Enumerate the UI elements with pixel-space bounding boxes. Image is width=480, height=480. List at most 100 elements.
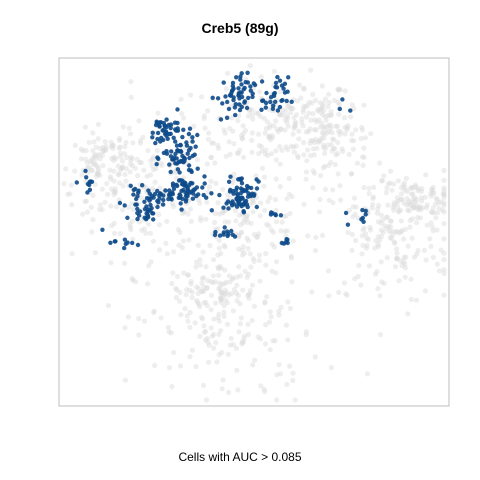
- highlighted-cell-point: [128, 183, 133, 188]
- background-cell-point: [216, 331, 222, 337]
- background-cell-point: [223, 297, 229, 303]
- background-cell-point: [273, 207, 279, 213]
- background-cell-point: [364, 235, 370, 241]
- background-cell-point: [257, 113, 263, 120]
- background-cell-point: [259, 144, 265, 150]
- background-cell-point: [121, 260, 128, 266]
- background-cell-point: [257, 213, 263, 219]
- background-cell-point: [401, 200, 407, 206]
- background-cell-point: [236, 246, 242, 252]
- background-cell-point: [277, 144, 283, 150]
- background-cell-point: [174, 273, 181, 280]
- background-cell-point: [402, 226, 408, 232]
- background-cell-point: [336, 289, 342, 295]
- highlighted-cell-point: [239, 90, 244, 95]
- background-cell-point: [441, 187, 447, 194]
- background-cell-point: [216, 272, 222, 278]
- highlighted-cell-point: [136, 213, 142, 218]
- background-cell-point: [318, 109, 324, 115]
- background-cell-point: [261, 386, 267, 392]
- background-cell-point: [149, 186, 156, 192]
- background-cell-point: [380, 229, 386, 235]
- background-cell-point: [67, 191, 73, 197]
- background-cell-point: [149, 163, 155, 169]
- highlighted-cell-point: [270, 106, 276, 112]
- highlighted-cell-point: [181, 127, 186, 132]
- background-cell-point: [257, 278, 263, 284]
- background-cell-point: [417, 204, 423, 210]
- highlighted-cell-point: [185, 193, 190, 199]
- highlighted-cell-point: [273, 80, 279, 86]
- background-cell-point: [238, 315, 244, 321]
- background-cell-point: [300, 123, 306, 129]
- background-cell-point: [292, 119, 298, 125]
- background-cell-point: [102, 147, 108, 153]
- background-cell-point: [204, 161, 210, 167]
- highlighted-cell-point: [151, 211, 156, 216]
- background-cell-point: [349, 231, 355, 238]
- background-cell-point: [288, 109, 294, 116]
- background-cell-point: [90, 148, 96, 154]
- background-cell-point: [267, 137, 273, 143]
- background-cell-point: [349, 102, 355, 108]
- highlighted-cell-point: [245, 204, 250, 210]
- highlighted-cell-point: [289, 99, 294, 105]
- background-cell-point: [402, 274, 408, 280]
- background-cell-point: [308, 137, 314, 144]
- background-cell-point: [91, 139, 97, 145]
- background-cell-point: [234, 150, 240, 156]
- background-cell-point: [245, 219, 251, 225]
- background-cell-point: [153, 165, 159, 172]
- highlighted-cell-point: [190, 139, 195, 144]
- background-cell-point: [272, 338, 278, 344]
- background-cell-point: [138, 160, 144, 166]
- background-cell-point: [200, 288, 206, 295]
- background-cell-point: [441, 192, 447, 198]
- background-cell-point: [396, 230, 402, 236]
- highlighted-cell-point: [221, 230, 226, 235]
- background-cell-point: [292, 123, 299, 129]
- background-cell-point: [307, 126, 313, 132]
- background-cell-point: [238, 230, 244, 236]
- background-cell-point: [240, 220, 246, 226]
- background-cell-point: [262, 207, 268, 213]
- background-cell-point: [409, 191, 415, 197]
- background-cell-point: [379, 279, 385, 285]
- background-cell-point: [195, 285, 202, 291]
- background-cell-point: [236, 329, 242, 335]
- background-cell-point: [391, 207, 397, 213]
- highlighted-cell-point: [181, 187, 186, 193]
- highlighted-cell-point: [142, 199, 147, 204]
- background-cell-point: [193, 363, 199, 370]
- background-cell-point: [365, 236, 372, 242]
- background-cell-point: [89, 229, 95, 235]
- background-cell-point: [411, 196, 417, 202]
- background-cell-point: [433, 215, 439, 221]
- background-cell-point: [245, 293, 251, 299]
- background-cell-point: [257, 89, 263, 95]
- background-cell-point: [305, 233, 311, 239]
- background-cell-point: [129, 201, 135, 207]
- background-cell-point: [269, 133, 275, 139]
- background-cell-point: [313, 234, 319, 240]
- highlighted-cell-point: [187, 155, 192, 161]
- background-cell-point: [310, 146, 316, 152]
- background-cell-point: [111, 189, 117, 195]
- background-cell-point: [72, 142, 78, 148]
- highlighted-cell-point: [142, 206, 148, 212]
- background-cell-point: [127, 131, 134, 137]
- background-cell-point: [236, 234, 242, 240]
- background-cell-point: [415, 188, 421, 194]
- background-cell-point: [248, 220, 254, 226]
- background-cell-point: [82, 124, 88, 130]
- background-cell-point: [441, 177, 447, 183]
- background-cell-point: [284, 113, 290, 119]
- background-cell-point: [310, 138, 316, 144]
- background-cell-point: [138, 195, 145, 201]
- background-cell-point: [319, 130, 325, 136]
- background-cell-point: [427, 236, 433, 242]
- background-cell-point: [230, 128, 236, 134]
- background-cell-point: [399, 262, 405, 269]
- background-cell-point: [351, 195, 358, 201]
- highlighted-cell-point: [173, 151, 178, 156]
